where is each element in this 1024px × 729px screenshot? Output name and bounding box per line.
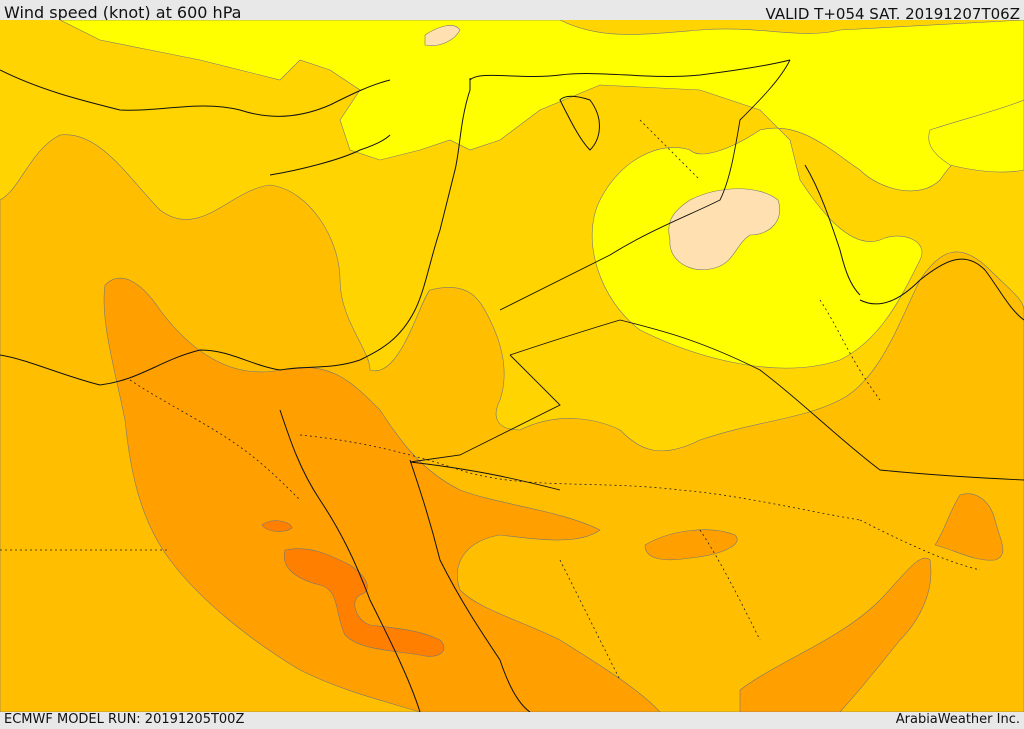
deep-orange-spot — [261, 520, 293, 532]
orange-region — [103, 277, 661, 712]
coastlines — [0, 59, 1024, 712]
orange-region-yemen — [934, 493, 1004, 561]
map-canvas — [0, 20, 1024, 712]
pale-region-iraq — [668, 188, 780, 270]
valid-time: VALID T+054 SAT. 20191207T06Z — [765, 5, 1020, 23]
wind-speed-map — [0, 20, 1024, 712]
borders — [409, 59, 1024, 491]
yellow-region-north — [59, 20, 1024, 369]
map-title: Wind speed (knot) at 600 hPa — [4, 3, 242, 22]
yellow-region-east — [928, 99, 1024, 173]
pale-region-north — [424, 25, 461, 46]
model-run: ECMWF MODEL RUN: 20191205T00Z — [4, 712, 245, 727]
orange-region-southeast — [739, 557, 932, 712]
credit: ArabiaWeather Inc. — [895, 712, 1020, 727]
deep-orange-region — [283, 548, 445, 657]
internal-borders — [0, 119, 981, 681]
